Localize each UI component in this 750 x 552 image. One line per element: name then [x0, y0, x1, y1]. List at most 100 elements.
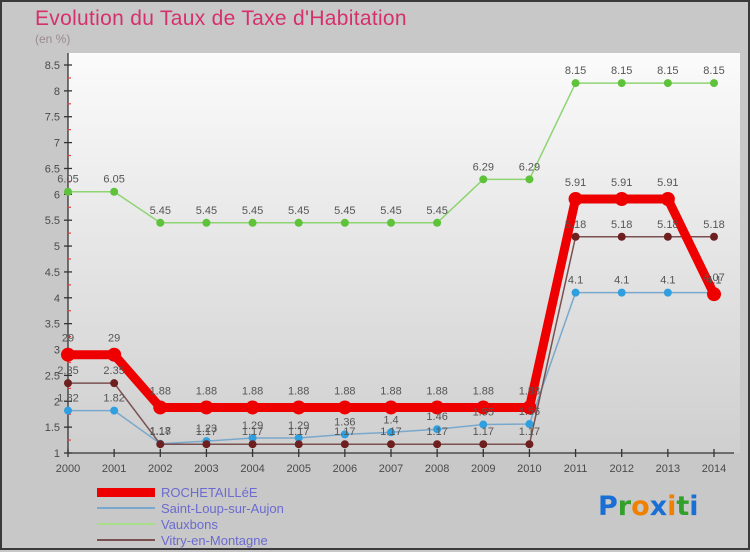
svg-text:1.88: 1.88 [519, 385, 540, 397]
legend-swatch-vauxbons [97, 523, 155, 525]
svg-text:1.17: 1.17 [334, 426, 355, 438]
svg-text:5.45: 5.45 [196, 205, 217, 217]
svg-text:1.4: 1.4 [383, 414, 398, 426]
svg-text:1.88: 1.88 [288, 385, 309, 397]
legend-item-vitry-en-montagne[interactable]: Vitry-en-Montagne [97, 532, 427, 548]
svg-text:1.88: 1.88 [380, 385, 401, 397]
svg-text:5.45: 5.45 [288, 205, 309, 217]
logo-letter-o: o [631, 491, 650, 522]
svg-text:2006: 2006 [333, 463, 357, 475]
svg-text:5.5: 5.5 [45, 215, 60, 227]
axes: 1 1.5 2 2.5 3 3.5 4 4.5 5 5.5 6 6.5 7 7.5 8 8.5 2000 2001… [45, 53, 734, 475]
svg-text:29: 29 [108, 333, 120, 345]
svg-text:2.35: 2.35 [103, 365, 124, 377]
legend-label-vitry-en-montagne: Vitry-en-Montagne [161, 532, 268, 548]
svg-text:6.5: 6.5 [45, 163, 60, 175]
svg-text:1.17: 1.17 [150, 426, 171, 438]
svg-text:6.29: 6.29 [473, 161, 494, 173]
svg-text:1.88: 1.88 [473, 385, 494, 397]
svg-text:1.36: 1.36 [334, 416, 355, 428]
svg-text:5.45: 5.45 [242, 205, 263, 217]
svg-text:3: 3 [54, 345, 60, 357]
svg-text:2002: 2002 [148, 463, 172, 475]
legend-swatch-rochetaillee [97, 487, 155, 497]
svg-text:5.18: 5.18 [565, 219, 586, 231]
svg-text:2000: 2000 [56, 463, 80, 475]
svg-text:2014: 2014 [702, 463, 726, 475]
svg-text:2009: 2009 [471, 463, 495, 475]
svg-text:2.5: 2.5 [45, 370, 60, 382]
svg-text:7: 7 [54, 138, 60, 150]
svg-text:4.07: 4.07 [703, 272, 724, 284]
legend-item-vauxbons[interactable]: Vauxbons [97, 516, 427, 532]
legend: ROCHETAILLéE Saint-Loup-sur-Aujon Vauxbo… [97, 484, 427, 548]
svg-text:2010: 2010 [517, 463, 541, 475]
svg-text:2005: 2005 [286, 463, 310, 475]
legend-swatch-saint-loup-sur-aujon [97, 507, 155, 509]
svg-text:8.15: 8.15 [565, 65, 586, 77]
chart-subtitle: (en %) [35, 32, 71, 46]
logo-letter-t: t [676, 491, 690, 522]
svg-text:4.1: 4.1 [706, 275, 721, 287]
svg-text:5.91: 5.91 [657, 177, 678, 189]
series-group [61, 79, 721, 449]
data-labels: 29 29 1.88 1.88 1.88 1.88 1.88 1.88 1.88 1.88 1.88… [57, 65, 724, 438]
svg-text:8.5: 8.5 [45, 60, 60, 72]
svg-text:1.17: 1.17 [473, 426, 494, 438]
svg-text:4.1: 4.1 [614, 275, 629, 287]
svg-text:1.88: 1.88 [150, 385, 171, 397]
logo-letter-p: P [598, 491, 618, 522]
svg-text:2008: 2008 [425, 463, 449, 475]
svg-text:1.56: 1.56 [519, 406, 540, 418]
svg-text:4.1: 4.1 [660, 275, 675, 287]
svg-text:1.88: 1.88 [426, 385, 447, 397]
svg-text:1.17: 1.17 [196, 426, 217, 438]
svg-text:1.46: 1.46 [426, 411, 447, 423]
svg-text:1.17: 1.17 [242, 426, 263, 438]
svg-text:1.29: 1.29 [242, 420, 263, 432]
svg-text:4.1: 4.1 [568, 275, 583, 287]
svg-text:1.55: 1.55 [473, 407, 494, 419]
svg-text:2: 2 [54, 396, 60, 408]
svg-text:1.18: 1.18 [150, 426, 171, 438]
svg-text:4: 4 [54, 293, 60, 305]
legend-item-rochetaillee[interactable]: ROCHETAILLéE [97, 484, 427, 500]
svg-text:2012: 2012 [609, 463, 633, 475]
svg-text:4.5: 4.5 [45, 267, 60, 279]
svg-text:1.5: 1.5 [45, 422, 60, 434]
svg-text:5.45: 5.45 [380, 205, 401, 217]
plot-background [68, 53, 740, 453]
proxiti-logo[interactable]: Proxiti [598, 491, 699, 522]
svg-text:1.23: 1.23 [196, 423, 217, 435]
logo-letter-r: r [617, 491, 632, 522]
legend-item-saint-loup-sur-aujon[interactable]: Saint-Loup-sur-Aujon [97, 500, 427, 516]
svg-text:1.88: 1.88 [196, 385, 217, 397]
svg-text:5.45: 5.45 [150, 205, 171, 217]
svg-text:5: 5 [54, 241, 60, 253]
svg-text:6.05: 6.05 [57, 174, 78, 186]
svg-text:2011: 2011 [564, 463, 588, 475]
svg-text:5.45: 5.45 [334, 205, 355, 217]
svg-text:5.91: 5.91 [565, 177, 586, 189]
svg-text:8.15: 8.15 [657, 65, 678, 77]
svg-text:6: 6 [54, 189, 60, 201]
svg-text:2013: 2013 [656, 463, 680, 475]
legend-label-vauxbons: Vauxbons [161, 516, 218, 532]
logo-letter-x: x [649, 491, 668, 522]
svg-text:1.17: 1.17 [519, 426, 540, 438]
legend-label-rochetaillee: ROCHETAILLéE [161, 484, 258, 500]
svg-text:7.5: 7.5 [45, 112, 60, 124]
svg-text:8.15: 8.15 [703, 65, 724, 77]
svg-text:2004: 2004 [240, 463, 264, 475]
svg-text:2001: 2001 [102, 463, 126, 475]
svg-text:5.18: 5.18 [611, 219, 632, 231]
svg-text:5.91: 5.91 [611, 177, 632, 189]
svg-text:1.17: 1.17 [380, 426, 401, 438]
svg-text:1.88: 1.88 [242, 385, 263, 397]
svg-text:2.35: 2.35 [57, 365, 78, 377]
svg-text:6.05: 6.05 [103, 174, 124, 186]
chart-title: Evolution du Taux de Taxe d'Habitation [35, 7, 407, 30]
svg-text:1.17: 1.17 [288, 426, 309, 438]
